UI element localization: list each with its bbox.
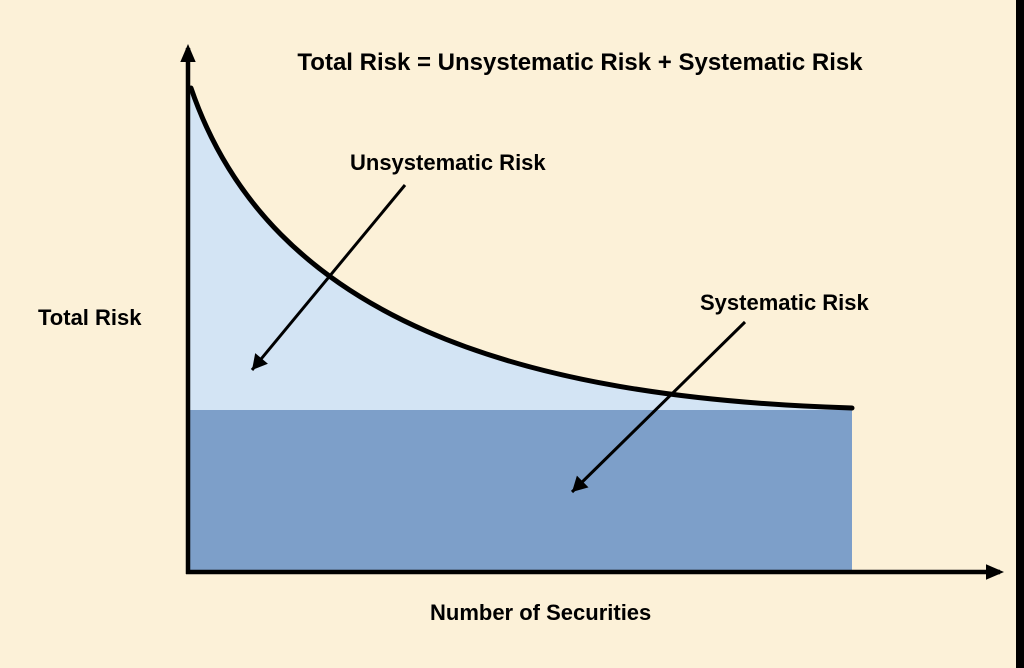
risk-diagram: Total Risk = Unsystematic Risk + Systema… bbox=[0, 0, 1024, 668]
systematic-label: Systematic Risk bbox=[700, 290, 870, 315]
y-axis-label: Total Risk bbox=[38, 305, 142, 330]
chart-title: Total Risk = Unsystematic Risk + Systema… bbox=[297, 49, 863, 76]
systematic-risk-area bbox=[190, 410, 852, 572]
right-border-strip bbox=[1016, 0, 1024, 668]
unsystematic-label: Unsystematic Risk bbox=[350, 150, 546, 175]
x-axis-label: Number of Securities bbox=[430, 600, 651, 625]
chart-svg: Total Risk = Unsystematic Risk + Systema… bbox=[0, 0, 1024, 668]
